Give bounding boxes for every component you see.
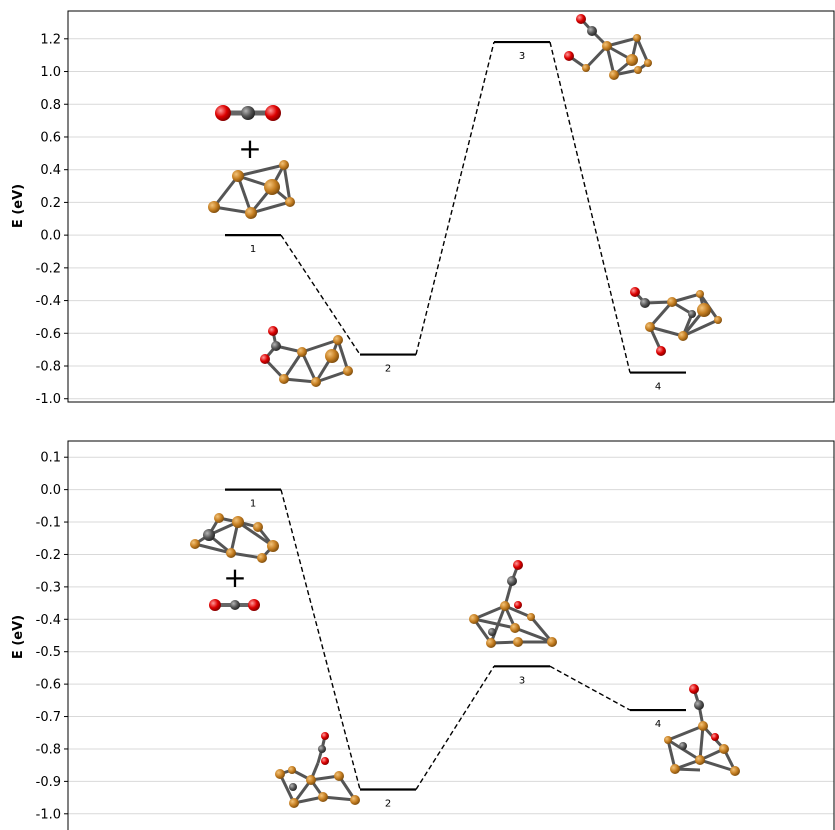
top-y-tick-label: 0.4 [40, 163, 61, 178]
top-level-label-4: 4 [655, 382, 661, 393]
bottom-y-tick-label: 0.0 [40, 483, 61, 498]
bottom-co2-molecule [209, 599, 260, 611]
bottom-y-axis-label: E (eV) [11, 615, 26, 659]
top-y-tick-label: -1.0 [36, 392, 61, 407]
top-y-tick-label: -0.8 [36, 360, 61, 375]
top-level-label-2: 2 [385, 364, 391, 375]
top-co2-molecule [215, 105, 281, 121]
top-level-label-3: 3 [519, 51, 525, 62]
bottom-y-tick-label: -0.1 [36, 516, 61, 531]
bottom-energy-levels: 1 2 3 4 [225, 488, 686, 809]
bottom-connector-1-2 [280, 489, 361, 790]
bottom-y-tick-label: -0.3 [36, 580, 61, 595]
bottom-connector-2-3 [415, 665, 495, 790]
top-energy-panel: -1.0 -0.8 -0.6 -0.4 -0.2 0.0 0.2 0.4 0.6 0.8 1.0 1.… [11, 10, 835, 407]
top-y-axis-label: E (eV) [11, 184, 26, 228]
bottom-energy-panel: -1.0 -0.9 -0.8 -0.7 -0.6 -0.5 -0.4 -0.3 -0.2 -0.1… [11, 440, 835, 830]
bottom-plus-sign: + [223, 561, 246, 594]
bottom-plot-frame [67, 440, 835, 830]
top-plot-frame [67, 10, 835, 403]
bottom-y-tick-label: -0.2 [36, 548, 61, 563]
bottom-y-tick-label: -0.4 [36, 613, 61, 628]
bottom-connector-3-4 [549, 665, 631, 711]
bottom-level-label-4: 4 [655, 719, 661, 730]
top-cluster-state-1 [208, 160, 295, 219]
top-connector-1-2 [280, 234, 361, 355]
bottom-grid [68, 456, 834, 815]
bottom-connectors [280, 489, 631, 790]
bottom-level-label-1: 1 [250, 499, 256, 510]
top-energy-levels: 1 2 3 4 [225, 40, 686, 393]
bottom-y-tick-label: -0.5 [36, 645, 61, 660]
bottom-y-tick-label: -0.7 [36, 710, 61, 725]
top-y-tick-label: -0.2 [36, 261, 61, 276]
top-cluster-state-2 [260, 326, 353, 387]
top-y-tick-label: -0.6 [36, 327, 61, 342]
top-y-ticks: -1.0 -0.8 -0.6 -0.4 -0.2 0.0 0.2 0.4 0.6 0.8 1.0 1.… [36, 32, 68, 407]
bottom-axes [67, 440, 835, 830]
bottom-level-label-2: 2 [385, 798, 391, 809]
bottom-y-tick-label: -0.8 [36, 742, 61, 757]
bottom-cluster-state-1 [190, 513, 279, 563]
top-grid [68, 38, 834, 400]
top-plus-sign: + [238, 132, 261, 165]
top-y-tick-label: 0.0 [40, 229, 61, 244]
bottom-y-tick-label: 0.1 [40, 451, 61, 466]
top-connectors [280, 41, 631, 373]
top-cluster-state-3 [564, 14, 652, 80]
bottom-y-tick-label: -0.9 [36, 775, 61, 790]
bottom-cluster-state-3 [469, 560, 557, 648]
top-y-tick-label: 0.6 [40, 130, 61, 145]
top-level-label-1: 1 [250, 244, 256, 255]
top-axes [67, 10, 835, 403]
top-cluster-state-4 [630, 287, 722, 356]
bottom-y-ticks: -1.0 -0.9 -0.8 -0.7 -0.6 -0.5 -0.4 -0.3 -0.2 -0.1… [36, 451, 68, 822]
top-connector-3-4 [549, 41, 631, 373]
bottom-level-label-3: 3 [519, 675, 525, 686]
bottom-cluster-state-4 [664, 684, 740, 776]
bottom-y-tick-label: -0.6 [36, 678, 61, 693]
bottom-cluster-state-2 [275, 732, 360, 808]
top-y-tick-label: -0.4 [36, 294, 61, 309]
bottom-y-tick-label: -1.0 [36, 807, 61, 822]
top-y-tick-label: 0.2 [40, 196, 61, 211]
top-y-tick-label: 1.0 [40, 65, 61, 80]
top-y-tick-label: 1.2 [40, 32, 61, 47]
top-connector-2-3 [415, 41, 495, 355]
top-y-tick-label: 0.8 [40, 98, 61, 113]
